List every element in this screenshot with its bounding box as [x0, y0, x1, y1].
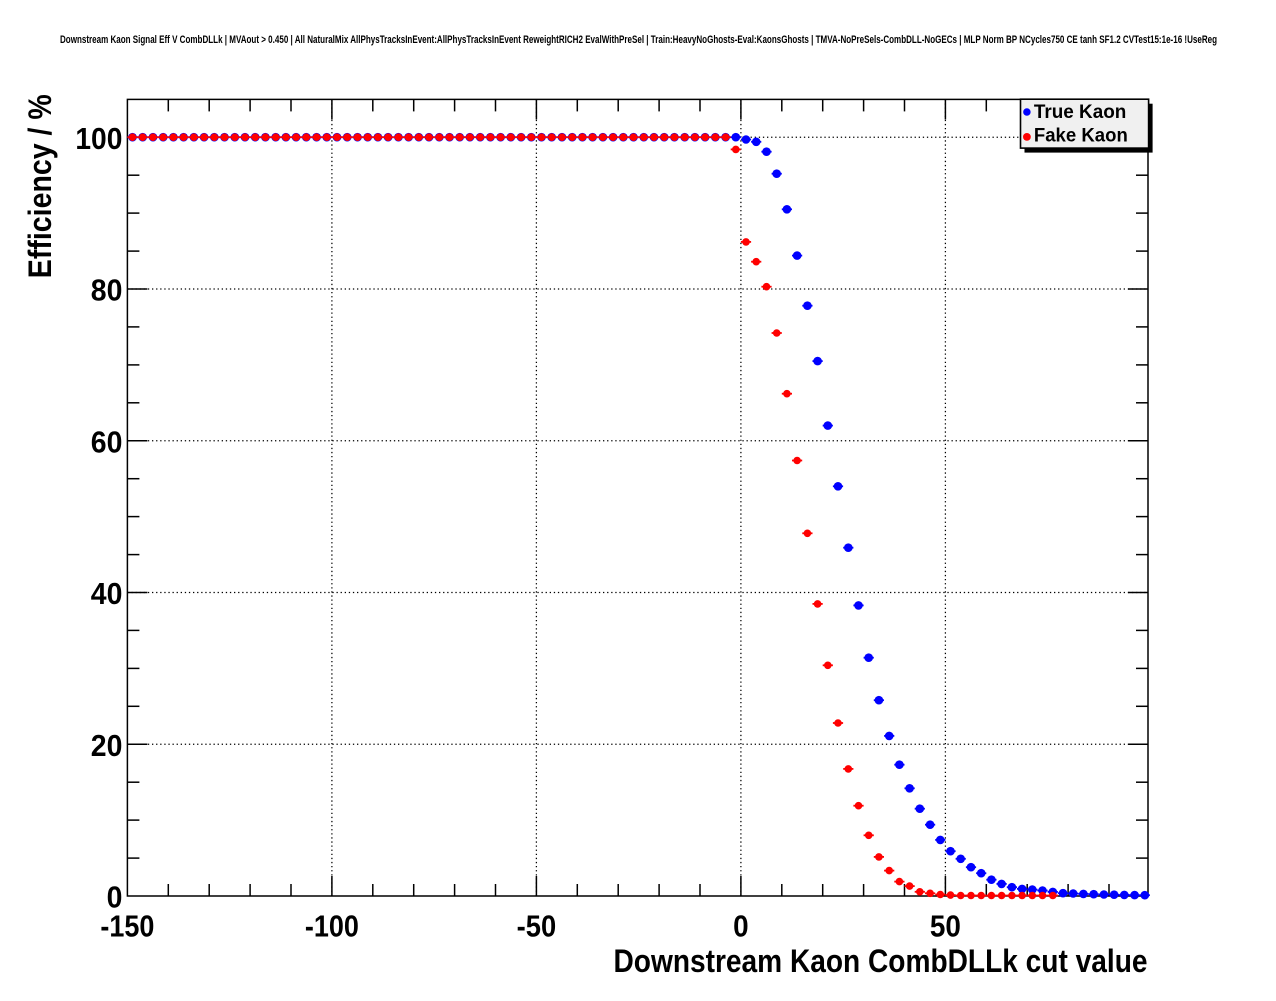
- svg-text:Fake Kaon: Fake Kaon: [1034, 126, 1128, 147]
- svg-text:20: 20: [91, 728, 123, 763]
- svg-text:Efficiency / %: Efficiency / %: [22, 94, 58, 278]
- svg-text:Downstream Kaon CombDLLk cut v: Downstream Kaon CombDLLk cut value: [614, 943, 1148, 979]
- svg-text:50: 50: [930, 908, 961, 943]
- svg-text:80: 80: [91, 273, 123, 308]
- svg-text:-50: -50: [517, 908, 557, 943]
- svg-text:True Kaon: True Kaon: [1034, 102, 1126, 123]
- svg-text:-150: -150: [100, 908, 154, 943]
- svg-text:0: 0: [107, 880, 123, 915]
- svg-text:Downstream Kaon Signal Eff V C: Downstream Kaon Signal Eff V CombDLLk | …: [60, 34, 1217, 46]
- svg-text:100: 100: [75, 121, 122, 156]
- svg-text:-100: -100: [305, 908, 359, 943]
- svg-text:60: 60: [91, 424, 123, 459]
- svg-text:0: 0: [733, 908, 749, 943]
- svg-text:40: 40: [91, 576, 123, 611]
